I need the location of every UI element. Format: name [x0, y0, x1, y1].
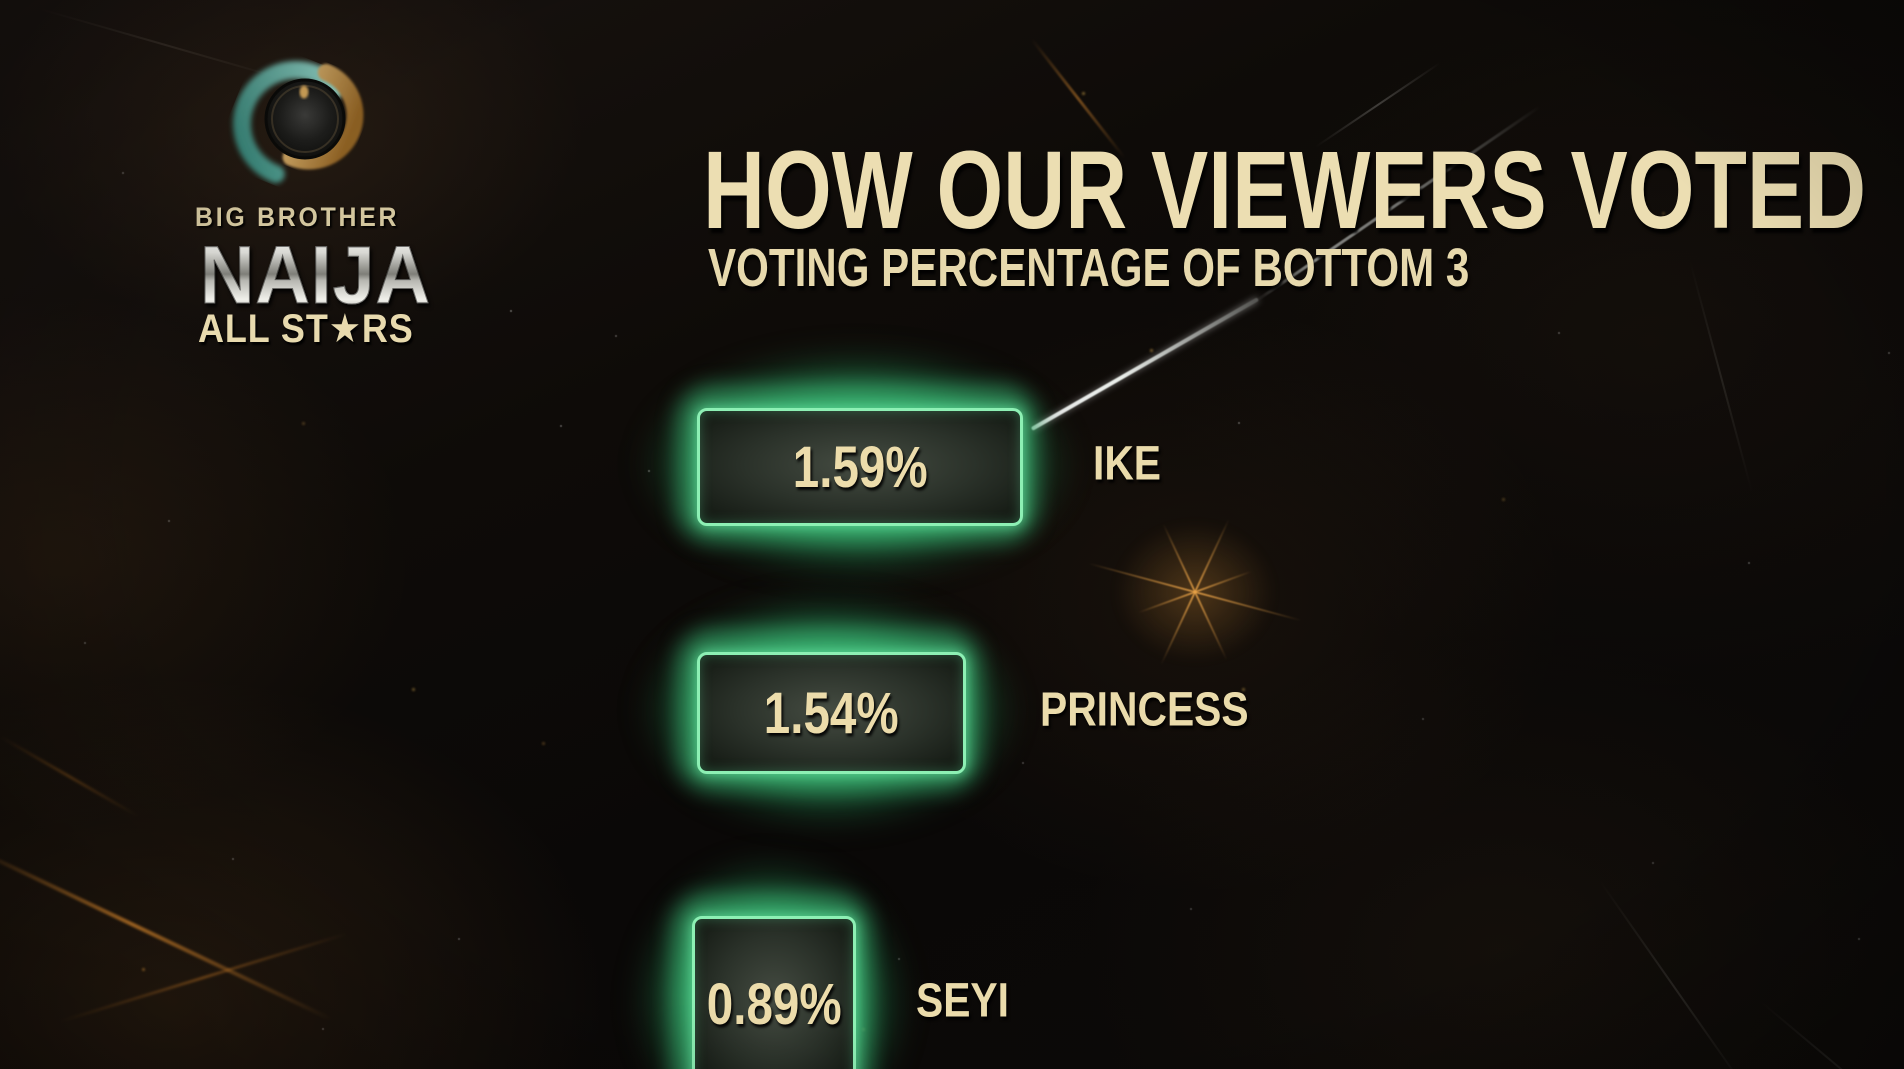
- logo-text-big-brother: BIG BROTHER: [195, 202, 400, 232]
- marble-vein: [1689, 260, 1754, 494]
- bar-label-princess: PRINCESS: [1040, 683, 1249, 737]
- marble-vein: [1599, 880, 1750, 1069]
- page-title: HOW OUR VIEWERS VOTED: [703, 129, 1867, 252]
- bar-value: 1.54%: [764, 680, 899, 746]
- logo-text-all-stars: ALL ST★RS: [198, 307, 414, 351]
- bar-princess: 1.54%: [697, 652, 966, 774]
- gold-specks: [0, 0, 3, 3]
- bar-ike: 1.59%: [697, 408, 1023, 526]
- orange-streak: [0, 845, 332, 1022]
- page-subtitle: VOTING PERCENTAGE OF BOTTOM 3: [708, 238, 1470, 298]
- bar-value: 1.59%: [792, 434, 928, 500]
- bar-label-seyi: SEYI: [916, 974, 1009, 1028]
- bar-seyi: 0.89%: [692, 916, 856, 1069]
- orange-streak: [59, 932, 348, 1023]
- orange-streak: [0, 735, 140, 818]
- bar-label-ike: IKE: [1093, 437, 1162, 491]
- bar-value: 0.89%: [706, 971, 842, 1037]
- big-brother-eye-icon: [233, 60, 364, 187]
- marble-vein: [1759, 1000, 1899, 1069]
- logo-text-naija: NAIJA: [200, 230, 431, 322]
